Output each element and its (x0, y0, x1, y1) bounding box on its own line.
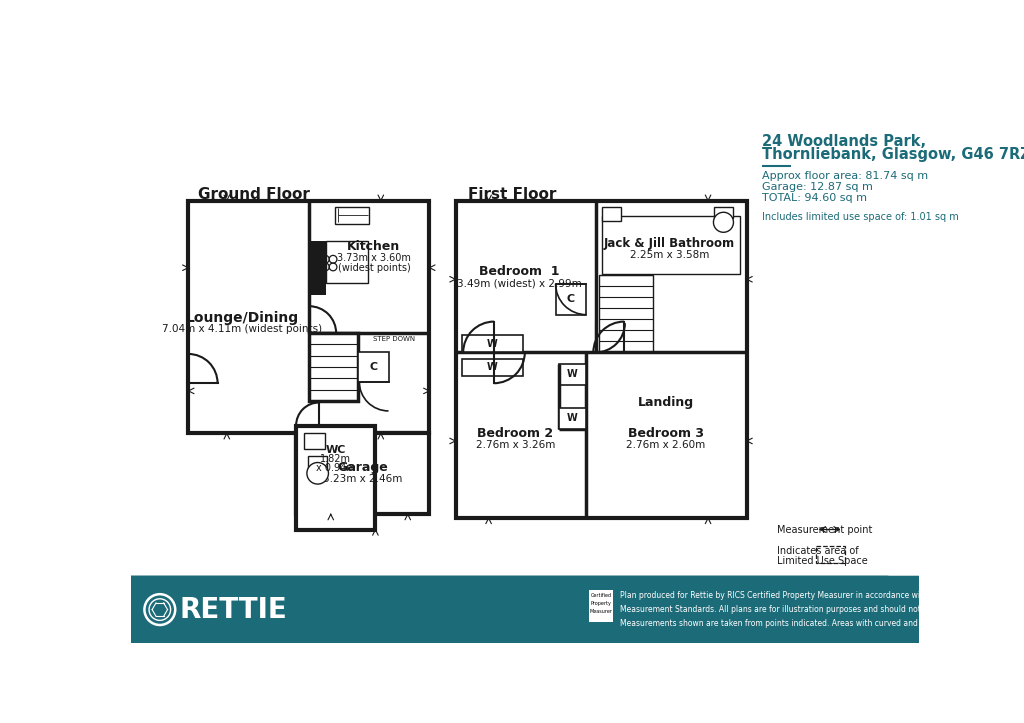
Bar (559, 364, 586, 385)
Bar (602, 216, 740, 274)
Text: Measurement point: Measurement point (777, 524, 872, 534)
Bar (589, 589, 613, 622)
Text: Plan produced for Rettie by RICS Certified Property Measurer in accordance with : Plan produced for Rettie by RICS Certifi… (621, 591, 1024, 628)
Text: Measurer: Measurer (590, 609, 612, 614)
Text: x 0.94m: x 0.94m (315, 463, 355, 473)
Bar (559, 408, 586, 429)
Text: RICS: RICS (592, 616, 610, 622)
Circle shape (714, 213, 733, 232)
Text: W: W (487, 362, 498, 372)
Bar (816, 547, 845, 563)
Bar (304, 433, 326, 449)
Bar (599, 275, 653, 352)
Bar (309, 333, 357, 401)
Text: Lounge/Dining: Lounge/Dining (185, 311, 299, 325)
Text: Jack & Jill Bathroom: Jack & Jill Bathroom (604, 236, 735, 249)
Bar (462, 335, 523, 352)
Bar (309, 241, 326, 295)
Text: Landing: Landing (638, 396, 694, 409)
Text: STEP DOWN: STEP DOWN (373, 336, 415, 342)
Text: 5.23m x 2.46m: 5.23m x 2.46m (323, 474, 402, 484)
Text: 3.49m (widest) x 2.99m: 3.49m (widest) x 2.99m (457, 278, 582, 288)
Text: Indicates area of: Indicates area of (777, 547, 859, 557)
Circle shape (307, 463, 329, 484)
Bar (556, 284, 587, 315)
Text: Certified: Certified (591, 594, 611, 598)
Text: Bedroom  1: Bedroom 1 (479, 265, 560, 278)
Text: First Floor: First Floor (468, 187, 556, 202)
Text: Garage: Garage (337, 461, 388, 474)
Text: WC: WC (326, 445, 346, 455)
Bar (188, 201, 429, 433)
Text: 2.76m x 2.60m: 2.76m x 2.60m (626, 440, 706, 450)
Text: 2.76m x 3.26m: 2.76m x 3.26m (476, 440, 555, 450)
Text: Thornliebank, Glasgow, G46 7RZ: Thornliebank, Glasgow, G46 7RZ (762, 147, 1024, 162)
Text: 1.82m: 1.82m (321, 455, 351, 464)
Text: C: C (369, 362, 377, 372)
Bar (357, 352, 388, 382)
Bar (308, 456, 327, 470)
Text: C: C (567, 294, 575, 304)
Ellipse shape (617, 223, 719, 266)
Bar (602, 207, 621, 221)
Text: Includes limited use space of: 1.01 sq m: Includes limited use space of: 1.01 sq m (762, 212, 958, 221)
Polygon shape (131, 576, 920, 643)
Text: W: W (566, 414, 578, 423)
FancyBboxPatch shape (131, 576, 920, 643)
Text: Garage: 12.87 sq m: Garage: 12.87 sq m (762, 182, 872, 192)
Text: Limited Use Space: Limited Use Space (777, 556, 868, 565)
Text: Property: Property (591, 601, 611, 606)
Bar (296, 433, 429, 514)
Text: TOTAL: 94.60 sq m: TOTAL: 94.60 sq m (762, 193, 867, 203)
Bar (462, 359, 523, 375)
Text: 3.73m x 3.60m: 3.73m x 3.60m (337, 254, 411, 263)
Text: W: W (487, 339, 498, 349)
Bar (456, 201, 746, 518)
Text: Bedroom 3: Bedroom 3 (628, 427, 703, 440)
Text: (widest points): (widest points) (338, 262, 411, 273)
Bar (335, 207, 370, 224)
Bar (326, 241, 369, 283)
Text: 2.25m x 3.58m: 2.25m x 3.58m (630, 249, 710, 260)
Bar (714, 207, 733, 218)
Text: Ground Floor: Ground Floor (199, 187, 310, 202)
Text: 24 Woodlands Park,: 24 Woodlands Park, (762, 134, 926, 150)
Text: Kitchen: Kitchen (347, 241, 400, 254)
Text: 7.04m x 4.11m (widest points): 7.04m x 4.11m (widest points) (162, 325, 323, 334)
Text: W: W (566, 369, 578, 380)
Text: RETTIE: RETTIE (179, 596, 287, 624)
Text: Approx floor area: 81.74 sq m: Approx floor area: 81.74 sq m (762, 171, 928, 181)
Text: Bedroom 2: Bedroom 2 (477, 427, 554, 440)
Bar (296, 426, 376, 529)
